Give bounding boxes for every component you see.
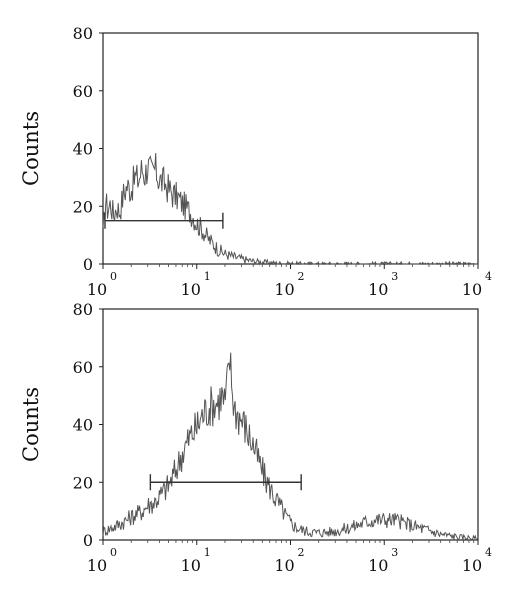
x-tick-label: 10: [87, 556, 107, 575]
histogram-series-line: [102, 352, 479, 542]
plot-frame: [102, 32, 479, 265]
x-tick-exponent: 0: [110, 270, 117, 283]
y-tick-label: 80: [73, 300, 93, 319]
x-tick-exponent: 2: [298, 546, 305, 559]
y-axis-label: Counts: [19, 111, 43, 186]
x-tick-exponent: 3: [391, 546, 398, 559]
y-axis-label: Counts: [19, 387, 43, 462]
x-tick-exponent: 4: [485, 270, 492, 283]
histogram-series-line: [102, 152, 478, 266]
y-tick-label: 0: [83, 255, 93, 274]
x-tick-label: 10: [87, 280, 107, 299]
x-tick-exponent: 3: [391, 270, 398, 283]
x-tick-label: 10: [462, 556, 482, 575]
x-tick-label: 10: [462, 280, 482, 299]
x-tick-label: 10: [181, 280, 201, 299]
x-tick-label: 10: [368, 280, 388, 299]
y-tick-label: 20: [73, 197, 93, 216]
y-tick-label: 0: [83, 531, 93, 550]
y-tick-label: 60: [73, 82, 93, 101]
y-tick-label: 60: [73, 358, 93, 377]
x-tick-label: 10: [368, 556, 388, 575]
y-tick-label: 40: [73, 140, 93, 159]
y-tick-label: 80: [73, 24, 93, 43]
x-tick-label: 10: [274, 280, 294, 299]
x-tick-exponent: 1: [204, 546, 211, 559]
x-tick-label: 10: [181, 556, 201, 575]
x-tick-label: 10: [274, 556, 294, 575]
x-tick-exponent: 2: [298, 270, 305, 283]
plot-frame: [102, 308, 479, 541]
y-tick-label: 20: [73, 473, 93, 492]
x-tick-exponent: 1: [204, 270, 211, 283]
x-tick-exponent: 4: [485, 546, 492, 559]
x-tick-exponent: 0: [110, 546, 117, 559]
y-tick-label: 40: [73, 416, 93, 435]
